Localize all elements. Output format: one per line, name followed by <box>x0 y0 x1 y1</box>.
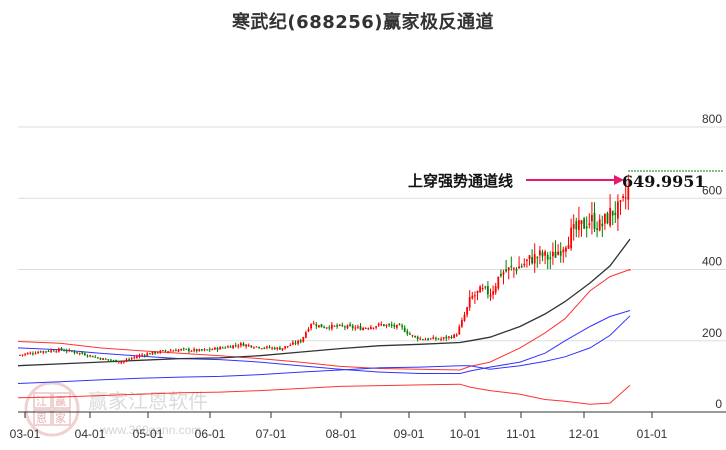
x-tick-label: 06-01 <box>195 427 226 441</box>
y-grid: 0 200 400 600 800 <box>18 112 726 411</box>
outer-upper-band-line <box>17 268 631 371</box>
seal-char: 恩 <box>36 412 47 425</box>
x-axis: 03-01 04-01 05-01 06-01 07-01 08-01 09-01 10-01… <box>10 411 726 441</box>
x-tick-label: 03-01 <box>10 427 41 441</box>
inner-upper-band-line <box>17 310 631 374</box>
chart-title: 寒武纪(688256)赢家极反通道 <box>231 12 495 33</box>
watermark-url: www.360gann.com <box>99 423 201 437</box>
x-tick-label: 11-01 <box>506 427 536 441</box>
y-tick-label: 600 <box>702 183 722 197</box>
arrowhead-icon <box>614 175 624 185</box>
watermark: 江 赢 恩 家 赢家江恩软件 www.360gann.com <box>24 381 208 437</box>
y-tick-label: 800 <box>702 112 722 126</box>
annotation-label: 上穿强势通道线 <box>408 172 513 190</box>
y-tick-label: 0 <box>715 397 722 411</box>
outer-lower-band-line <box>17 383 631 405</box>
x-tick-label: 01-01 <box>637 427 668 441</box>
seal-char: 江 <box>36 395 47 408</box>
x-tick-label: 08-01 <box>326 427 357 441</box>
x-tick-label: 07-01 <box>256 427 287 441</box>
candlesticks <box>19 174 630 365</box>
x-tick-label: 05-01 <box>133 427 164 441</box>
x-tick-label: 04-01 <box>75 427 106 441</box>
x-tick-label: 10-01 <box>450 427 481 441</box>
y-tick-label: 200 <box>702 326 722 340</box>
x-tick-label: 09-01 <box>394 427 425 441</box>
seal-char: 赢 <box>55 394 66 408</box>
seal-char: 家 <box>55 411 66 425</box>
mid-line-line <box>17 238 631 367</box>
watermark-seal-icon <box>24 381 80 437</box>
x-tick-label: 12-01 <box>569 427 600 441</box>
annotation-value: 649.9951 <box>622 172 706 191</box>
annotation: 上穿强势通道线 649.9951 <box>408 172 706 191</box>
channel-lines <box>17 238 631 405</box>
inner-lower-band-line <box>17 315 631 384</box>
y-tick-label: 400 <box>702 255 722 269</box>
